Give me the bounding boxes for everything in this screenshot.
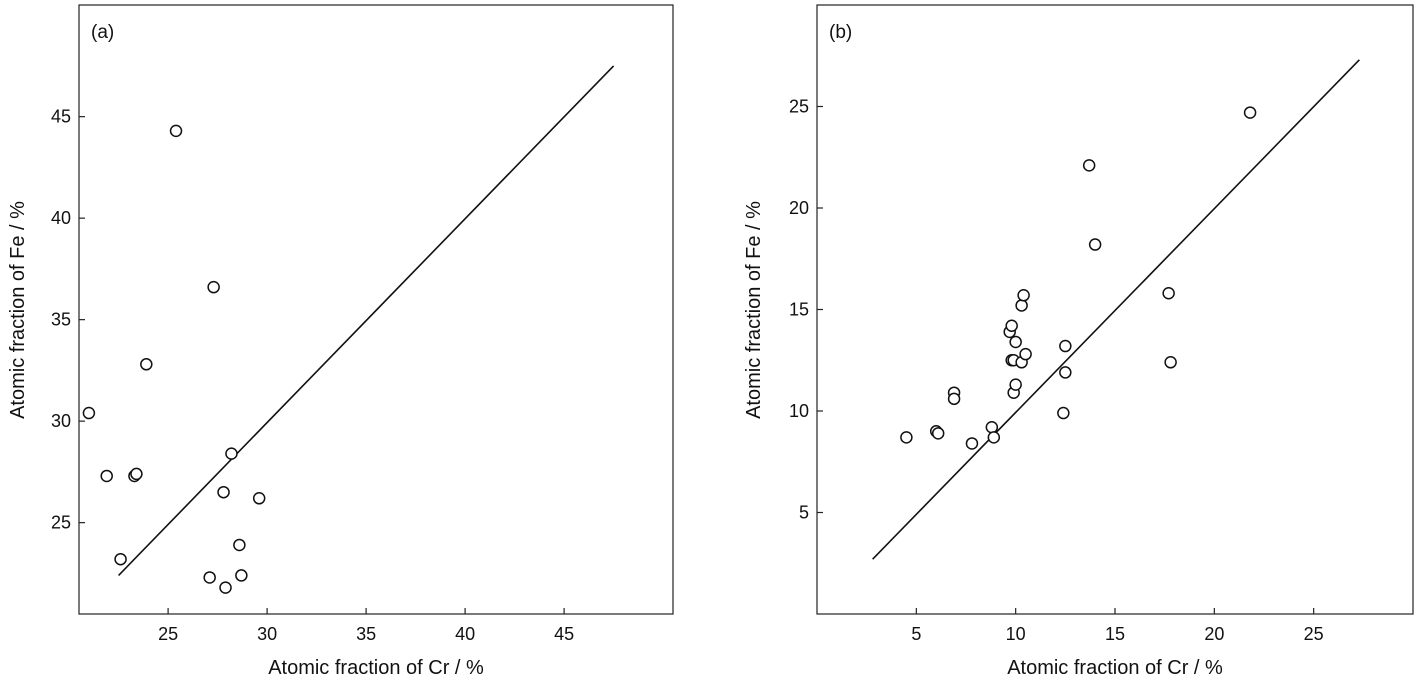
data-point — [1017, 289, 1030, 302]
data-point — [947, 392, 961, 406]
data-point — [987, 431, 1001, 444]
y-tick-label: 25 — [789, 97, 809, 117]
data-point — [169, 124, 183, 138]
data-point — [1009, 378, 1022, 391]
panel-b-points — [900, 106, 1257, 450]
panel-a-points — [82, 124, 266, 594]
panel-a-x-axis-label: Atomic fraction of Cr / % — [268, 657, 484, 679]
x-tick-label: 35 — [356, 624, 376, 644]
panel-a-ticks: 25 30 35 40 45 25 30 35 40 45 — [51, 107, 574, 644]
data-point — [252, 492, 266, 505]
panel-b-reference-line — [872, 59, 1360, 560]
panel-a-y-axis-label: Atomic fraction of Fe / % — [7, 201, 29, 419]
y-tick-label: 30 — [51, 411, 71, 431]
panel-a: (a) 25 30 35 40 45 25 30 35 40 45 Atomic fraction… — [7, 4, 674, 679]
x-tick-label: 10 — [1006, 624, 1026, 644]
data-point — [235, 569, 248, 582]
data-point — [203, 571, 216, 584]
panel-b-y-axis-label: Atomic fraction of Fe / % — [743, 201, 765, 419]
data-point — [1164, 356, 1177, 369]
data-point — [1082, 159, 1096, 172]
data-point — [1162, 287, 1175, 300]
data-point — [219, 581, 232, 594]
y-tick-label: 15 — [789, 300, 809, 320]
data-point — [1057, 406, 1070, 420]
x-tick-label: 25 — [158, 624, 178, 644]
data-point — [1009, 335, 1022, 349]
data-point — [225, 447, 238, 460]
data-point — [233, 538, 246, 552]
y-tick-label: 40 — [51, 208, 71, 228]
panel-a-label: (a) — [91, 22, 114, 43]
panel-b-ticks: 5 10 15 20 25 5 10 15 20 25 — [789, 97, 1324, 645]
data-point — [130, 467, 143, 481]
panel-b-x-axis-label: Atomic fraction of Cr / % — [1007, 657, 1223, 679]
x-tick-label: 15 — [1105, 624, 1125, 644]
x-tick-label: 5 — [911, 624, 921, 644]
data-point — [140, 358, 153, 371]
data-point — [1088, 238, 1102, 251]
data-point — [82, 406, 96, 420]
data-point — [114, 552, 127, 566]
data-point — [965, 437, 979, 450]
x-tick-label: 20 — [1204, 624, 1224, 644]
panel-b: (b) 5 10 15 20 25 5 10 15 20 25 Atomic fraction o… — [743, 4, 1414, 679]
data-point — [1005, 319, 1018, 332]
data-point — [100, 469, 113, 483]
x-tick-label: 40 — [455, 624, 475, 644]
x-tick-label: 30 — [257, 624, 277, 644]
data-point — [931, 427, 945, 440]
y-tick-label: 5 — [799, 503, 809, 523]
data-point — [1015, 299, 1028, 312]
panel-a-reference-line — [118, 65, 615, 576]
x-tick-label: 25 — [1304, 624, 1324, 644]
panel-b-label: (b) — [829, 22, 852, 43]
y-tick-label: 10 — [789, 401, 809, 421]
data-point — [217, 485, 230, 499]
data-point — [1019, 347, 1032, 361]
data-point — [985, 420, 999, 434]
y-tick-label: 20 — [789, 198, 809, 218]
y-tick-label: 45 — [51, 107, 71, 127]
data-point — [1243, 106, 1257, 119]
x-tick-label: 45 — [554, 624, 574, 644]
data-point — [1059, 366, 1072, 379]
data-point — [207, 280, 220, 294]
panel-a-frame — [78, 4, 674, 615]
data-point — [1059, 339, 1072, 353]
data-point — [900, 431, 913, 444]
y-tick-label: 35 — [51, 310, 71, 330]
y-tick-label: 25 — [51, 513, 71, 533]
